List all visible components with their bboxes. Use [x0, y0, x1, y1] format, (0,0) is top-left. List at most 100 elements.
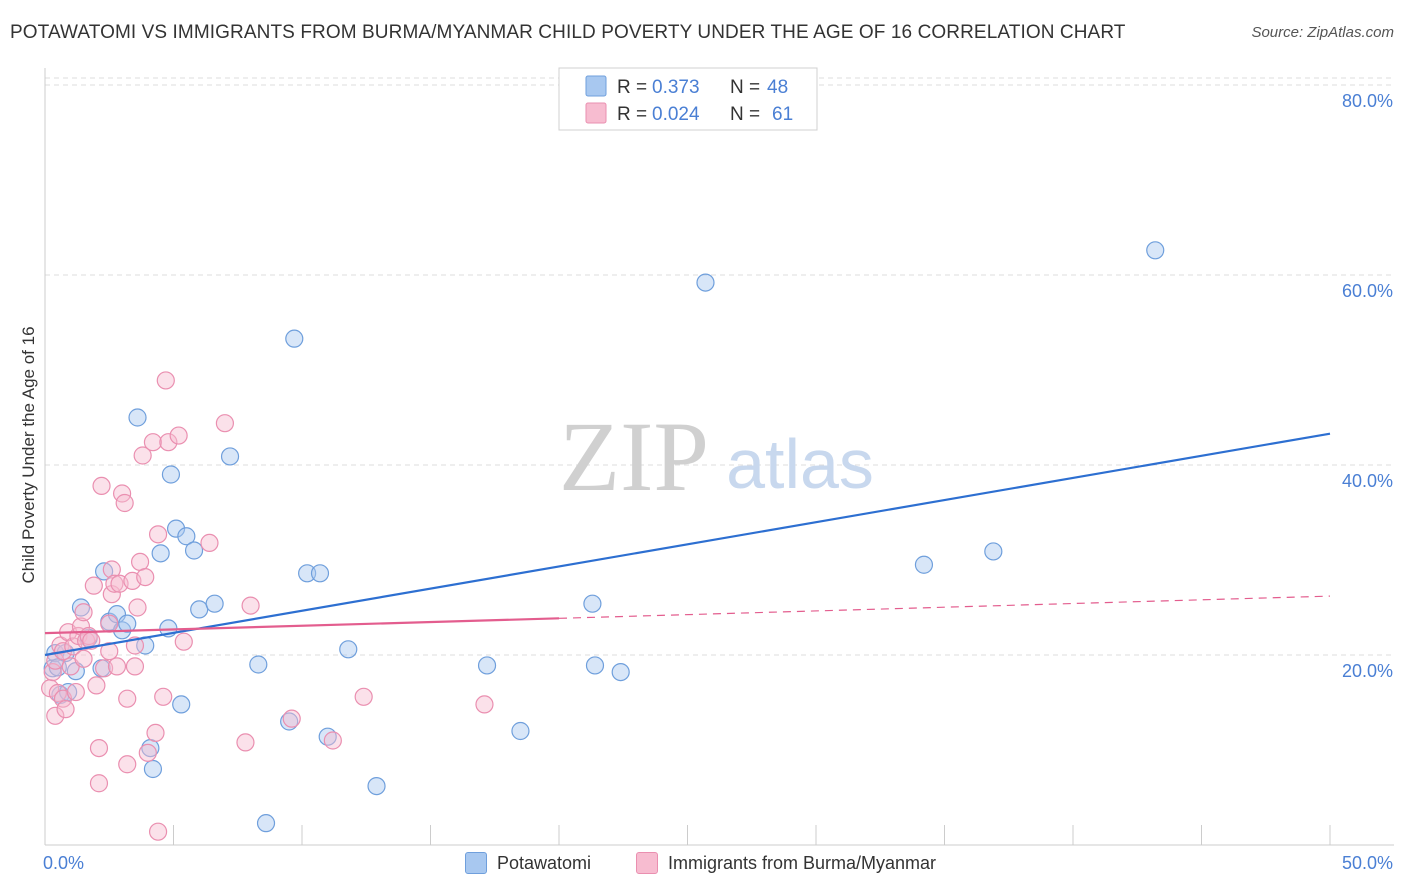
legend-n-value: 61 [772, 104, 793, 125]
data-point [107, 657, 127, 676]
data-point [285, 329, 304, 348]
gridlines [45, 77, 1394, 656]
data-point [118, 614, 137, 633]
bottom-legend-item-potawatomi: Potawatomi [465, 852, 591, 874]
data-point [146, 723, 165, 743]
axes [44, 68, 1394, 846]
data-point [511, 721, 530, 741]
data-point [48, 683, 67, 703]
y-tick-label: 80.0% [1342, 91, 1393, 111]
data-point [66, 682, 85, 702]
data-point [256, 814, 276, 833]
watermark-zip: ZIP [559, 401, 709, 512]
data-point [174, 632, 193, 651]
data-point [205, 594, 224, 613]
data-point [100, 642, 119, 661]
stats-legend: R = 0.373 N = 48 R = 0.024 N = 61 [558, 67, 818, 131]
bottom-legend-swatch [465, 852, 487, 874]
data-point [220, 447, 240, 466]
data-point [56, 700, 75, 719]
data-point [151, 544, 170, 563]
bottom-legend-label: Potawatomi [497, 852, 592, 873]
data-point [71, 598, 91, 617]
legend-swatch-burma [585, 102, 607, 124]
legend-n-label: N = [730, 77, 760, 98]
data-point [172, 695, 191, 714]
data-point [115, 493, 134, 513]
x-tick-label: 50.0% [1342, 853, 1393, 873]
data-point [354, 687, 373, 706]
trend-line [44, 617, 560, 635]
tick-labels: 20.0% 40.0% 60.0% 80.0% 0.0% 50.0% [43, 91, 1393, 873]
data-point [241, 596, 260, 615]
legend-r-label: R = [617, 77, 647, 98]
x-tick-label: 0.0% [43, 853, 84, 873]
bottom-legend-swatch [636, 852, 658, 874]
data-point [118, 755, 137, 774]
data-point [148, 525, 168, 544]
y-axis-label: Child Poverty Under the Age of 16 [19, 326, 38, 583]
data-point [169, 426, 188, 445]
data-point [125, 657, 145, 676]
data-point [310, 564, 330, 583]
data-point [100, 614, 119, 633]
data-point [323, 731, 342, 750]
y-tick-label: 60.0% [1342, 281, 1393, 301]
legend-r-value: 0.373 [652, 77, 700, 98]
data-point [154, 687, 173, 706]
data-point [148, 822, 168, 841]
legend-r-value: 0.024 [652, 104, 700, 125]
data-point [215, 414, 234, 433]
data-point [92, 476, 111, 495]
data-point [143, 433, 163, 452]
data-point [984, 542, 1003, 561]
data-point [136, 567, 155, 587]
data-point [133, 446, 152, 465]
data-point [71, 617, 91, 636]
data-point [89, 774, 109, 793]
data-point [74, 649, 93, 668]
data-point [138, 743, 157, 762]
data-point [43, 662, 62, 682]
data-point [177, 527, 196, 546]
data-point [190, 600, 209, 619]
data-point [159, 433, 178, 452]
data-point [87, 676, 106, 695]
y-tick-label: 20.0% [1342, 661, 1393, 681]
data-point [74, 603, 93, 622]
bottom-legend-label: Immigrants from Burma/Myanmar [668, 852, 937, 873]
data-point [339, 640, 358, 659]
legend-n-value: 48 [767, 77, 788, 98]
data-point [84, 576, 103, 595]
data-point [1146, 241, 1165, 260]
data-point [611, 662, 630, 682]
legend-swatch-potawatomi [585, 75, 607, 97]
data-point [143, 759, 163, 779]
chart-title: POTAWATOMI VS IMMIGRANTS FROM BURMA/MYAN… [10, 22, 1126, 43]
data-point [102, 560, 121, 579]
data-point [696, 273, 715, 292]
bottom-legend-item-burma: Immigrants from Burma/Myanmar [636, 852, 936, 874]
data-point [477, 656, 497, 675]
trend-lines [44, 432, 1331, 657]
trend-line [44, 432, 1331, 657]
data-point [46, 706, 65, 725]
data-point [282, 709, 301, 728]
data-point [166, 519, 186, 538]
data-point [298, 564, 317, 583]
watermark: ZIP atlas [559, 401, 874, 512]
data-point [585, 656, 605, 675]
data-point [475, 695, 494, 714]
legend-r-label: R = [617, 104, 647, 125]
watermark-atlas: atlas [726, 425, 874, 503]
data-point [130, 552, 150, 572]
data-point [128, 598, 147, 617]
data-point [128, 408, 147, 427]
source-label: Source: ZipAtlas.com [1251, 24, 1394, 41]
data-point [184, 541, 204, 560]
data-point [280, 712, 299, 731]
data-point [367, 776, 386, 796]
data-point [161, 465, 181, 484]
y-tick-label: 40.0% [1342, 471, 1393, 491]
